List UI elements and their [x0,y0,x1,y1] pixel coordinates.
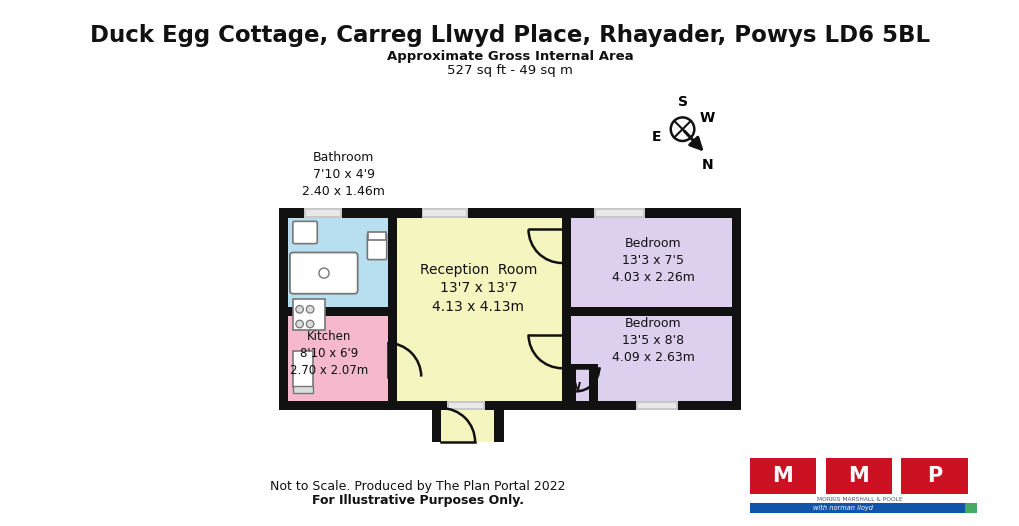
Bar [571,316,732,401]
Text: Approximate Gross Internal Area: Approximate Gross Internal Area [386,50,633,63]
Bar [396,218,561,401]
Text: M: M [848,466,868,486]
Bar [448,403,482,408]
Bar [387,377,396,401]
Text: M: M [771,466,793,486]
Bar [561,218,571,229]
Bar [561,263,571,335]
Bar [368,232,386,240]
Text: Not to Scale. Produced by The Plan Portal 2022: Not to Scale. Produced by The Plan Porta… [270,480,566,493]
Bar [423,210,466,216]
Text: W: W [699,111,714,125]
Bar [293,351,313,387]
Text: Kitchen
8'10 x 6'9
2.70 x 2.07m: Kitchen 8'10 x 6'9 2.70 x 2.07m [289,330,368,377]
FancyBboxPatch shape [367,233,386,260]
Text: with norman lloyd: with norman lloyd [812,505,872,511]
Bar [571,218,732,307]
FancyBboxPatch shape [289,252,358,294]
Text: N: N [701,158,713,172]
Bar [432,401,503,442]
Text: Bathroom
7'10 x 4'9
2.40 x 1.46m: Bathroom 7'10 x 4'9 2.40 x 1.46m [302,151,385,198]
Text: P: P [926,466,942,486]
Bar [561,368,571,401]
Bar [287,218,387,307]
Bar [901,458,967,494]
Bar [638,403,676,408]
Circle shape [306,320,314,328]
Bar [441,410,494,442]
Bar [293,386,313,393]
Bar [278,208,741,410]
Bar [749,458,815,494]
Bar [576,368,589,401]
Text: 527 sq ft - 49 sq m: 527 sq ft - 49 sq m [446,64,573,77]
Text: MORRIS MARSHALL & POOLE: MORRIS MARSHALL & POOLE [816,497,902,502]
Text: E: E [651,130,661,144]
Text: W: W [569,382,581,392]
Bar [595,210,642,216]
Bar [421,208,468,218]
Circle shape [296,320,303,328]
Bar [387,218,396,343]
Bar [594,208,644,218]
Text: For Illustrative Purposes Only.: For Illustrative Purposes Only. [312,494,524,507]
Circle shape [296,306,303,313]
Bar [749,503,976,513]
Bar [287,307,391,316]
Bar [287,307,387,401]
Bar [306,210,339,216]
Text: Bedroom
13'5 x 8'8
4.09 x 2.63m: Bedroom 13'5 x 8'8 4.09 x 2.63m [611,317,694,365]
Circle shape [306,306,314,313]
Bar [446,401,484,410]
Bar [636,401,678,410]
Circle shape [319,268,329,278]
Text: Duck Egg Cottage, Carreg Llwyd Place, Rhayader, Powys LD6 5BL: Duck Egg Cottage, Carreg Llwyd Place, Rh… [90,24,929,47]
Text: Bedroom
13'3 x 7'5
4.03 x 2.26m: Bedroom 13'3 x 7'5 4.03 x 2.26m [611,237,694,285]
Text: Reception  Room
13'7 x 13'7
4.13 x 4.13m: Reception Room 13'7 x 13'7 4.13 x 4.13m [420,263,537,313]
Bar [598,401,741,410]
Bar [964,503,976,513]
FancyBboxPatch shape [292,221,317,244]
Bar [304,208,341,218]
Bar [824,458,891,494]
Bar [293,299,324,330]
Bar [567,363,598,410]
Text: S: S [677,95,687,109]
Bar [571,307,732,316]
